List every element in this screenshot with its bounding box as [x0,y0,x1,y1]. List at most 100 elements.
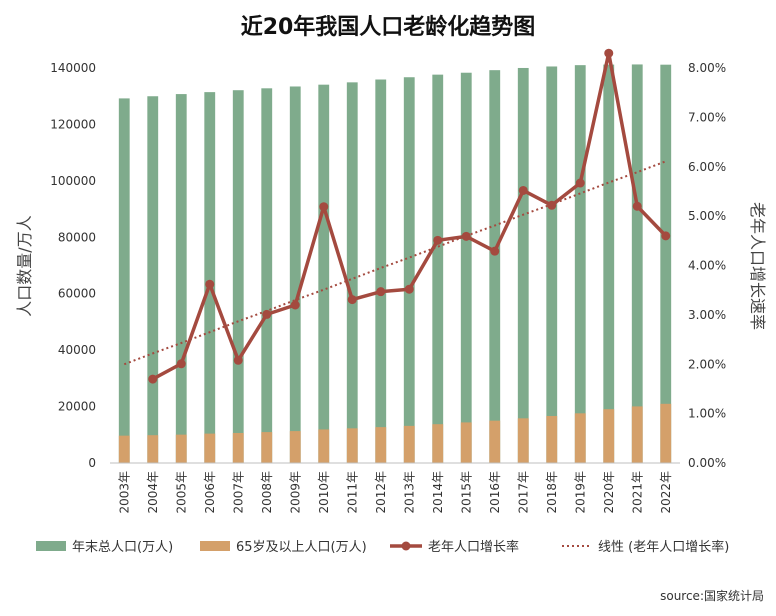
right-axis-tick-label: 3.00% [688,308,726,322]
total-population-bar [660,64,672,464]
x-axis-tick-label: 2020年 [602,471,616,514]
total-population-bar [546,66,558,464]
growth-rate-point [205,279,215,289]
growth-rate-point [290,300,300,310]
elderly-population-bar [204,433,216,463]
growth-rate-point [575,178,585,188]
chart-title: 近20年我国人口老龄化趋势图 [241,14,536,40]
x-axis-tick-label: 2009年 [288,471,302,514]
x-axis-tick-label: 2019年 [573,471,587,514]
elderly-population-bar [489,420,501,463]
x-axis-ticks: 2003年 2004年 2005年 2006年 2007年 2008年 2009年 2010年… [117,471,673,514]
total-population-bars [118,64,672,464]
total-population-bar [517,67,529,463]
total-population-bar [289,86,301,464]
x-axis-tick-label: 2007年 [231,471,245,514]
elderly-population-bar [375,427,387,463]
x-axis-tick-label: 2006年 [203,471,217,514]
total-population-bar [631,64,643,463]
growth-rate-point [632,201,642,211]
elderly-population-bar [603,409,615,463]
total-population-bar [489,70,501,463]
growth-rate-point [518,185,528,195]
right-axis-tick-label: 6.00% [688,160,726,174]
legend-label: 年末总人口(万人) [72,540,173,555]
growth-rate-point [176,359,186,369]
x-axis-tick-label: 2004年 [146,471,160,514]
growth-rate-point [233,355,243,365]
elderly-population-bar [261,432,273,463]
x-axis-tick-label: 2003年 [117,471,131,514]
growth-rate-point [319,202,329,212]
elderly-population-bar [318,429,330,463]
right-axis-tick-label: 5.00% [688,209,726,223]
elderly-population-bar [546,416,558,463]
total-population-bar [318,84,330,464]
right-axis-tick-label: 0.00% [688,456,726,470]
growth-rate-point [376,287,386,297]
elderly-population-bar [574,413,586,463]
elderly-population-bar [432,424,444,463]
total-population-bar [118,98,130,463]
total-population-bar [403,77,415,463]
legend-swatch-marker [401,541,411,551]
total-population-bar [204,92,216,464]
left-axis-tick-label: 80000 [58,230,96,244]
x-axis-tick-label: 2010年 [317,471,331,514]
right-axis-tick-label: 7.00% [688,110,726,124]
growth-rate-point [490,246,500,256]
x-axis-tick-label: 2014年 [431,471,445,514]
total-population-bar [175,94,187,463]
x-axis-tick-label: 2013年 [402,471,416,514]
right-axis-ticks: 0.00% 1.00% 2.00% 3.00% 4.00% 5.00% 6.00% 7.00%… [688,61,726,470]
left-axis-tick-label: 20000 [58,400,96,414]
elderly-population-bar [118,435,130,463]
trend-line [123,160,667,366]
right-axis-tick-label: 4.00% [688,259,726,273]
elderly-population-bar [660,403,672,463]
left-axis-title: 人口数量/万人 [15,215,34,316]
left-axis-tick-label: 120000 [50,117,96,131]
legend-label: 65岁及以上人口(万人) [236,540,367,555]
elderly-population-bar [147,435,159,463]
source-note: source:国家统计局 [660,588,764,603]
total-population-bar [147,96,159,464]
elderly-population-bar [631,406,643,463]
elderly-population-bar [175,434,187,463]
total-population-bar [460,72,472,463]
growth-rate-point [262,309,272,319]
x-axis-tick-label: 2015年 [459,471,473,514]
elderly-population-bar [289,431,301,463]
total-population-bar [375,79,387,463]
total-population-bar [232,90,244,464]
total-population-bar [574,65,586,463]
x-axis-tick-label: 2017年 [516,471,530,514]
total-population-bar [346,82,358,463]
growth-rate-point [604,48,614,58]
elderly-population-bars [118,403,672,463]
growth-rate-point [547,200,557,210]
elderly-population-bar [346,428,358,463]
right-axis-title: 老年人口增长速率 [748,202,767,330]
growth-rate-point [433,235,443,245]
growth-rate-point [661,231,671,241]
growth-rate-point [347,295,357,305]
right-axis-tick-label: 2.00% [688,357,726,371]
x-axis-tick-label: 2021年 [630,471,644,514]
left-axis-tick-label: 40000 [58,343,96,357]
x-axis-tick-label: 2016年 [488,471,502,514]
growth-rate-points [148,48,671,384]
elderly-population-bar [460,422,472,463]
legend-swatch [36,541,66,551]
left-axis-tick-label: 100000 [50,174,96,188]
elderly-population-bar [403,425,415,463]
x-axis-tick-label: 2011年 [345,471,359,514]
x-axis-tick-label: 2012年 [374,471,388,514]
left-axis-ticks: 0 20000 40000 60000 80000 100000 120000 140000 [50,61,96,470]
legend-label: 线性 (老年人口增长率) [598,539,729,555]
x-axis-tick-label: 2008年 [260,471,274,514]
legend: 年末总人口(万人) 65岁及以上人口(万人) 老年人口增长率 线性 (老年人口增长率) [36,539,729,555]
legend-label: 老年人口增长率 [428,539,519,555]
growth-rate-point [404,284,414,294]
